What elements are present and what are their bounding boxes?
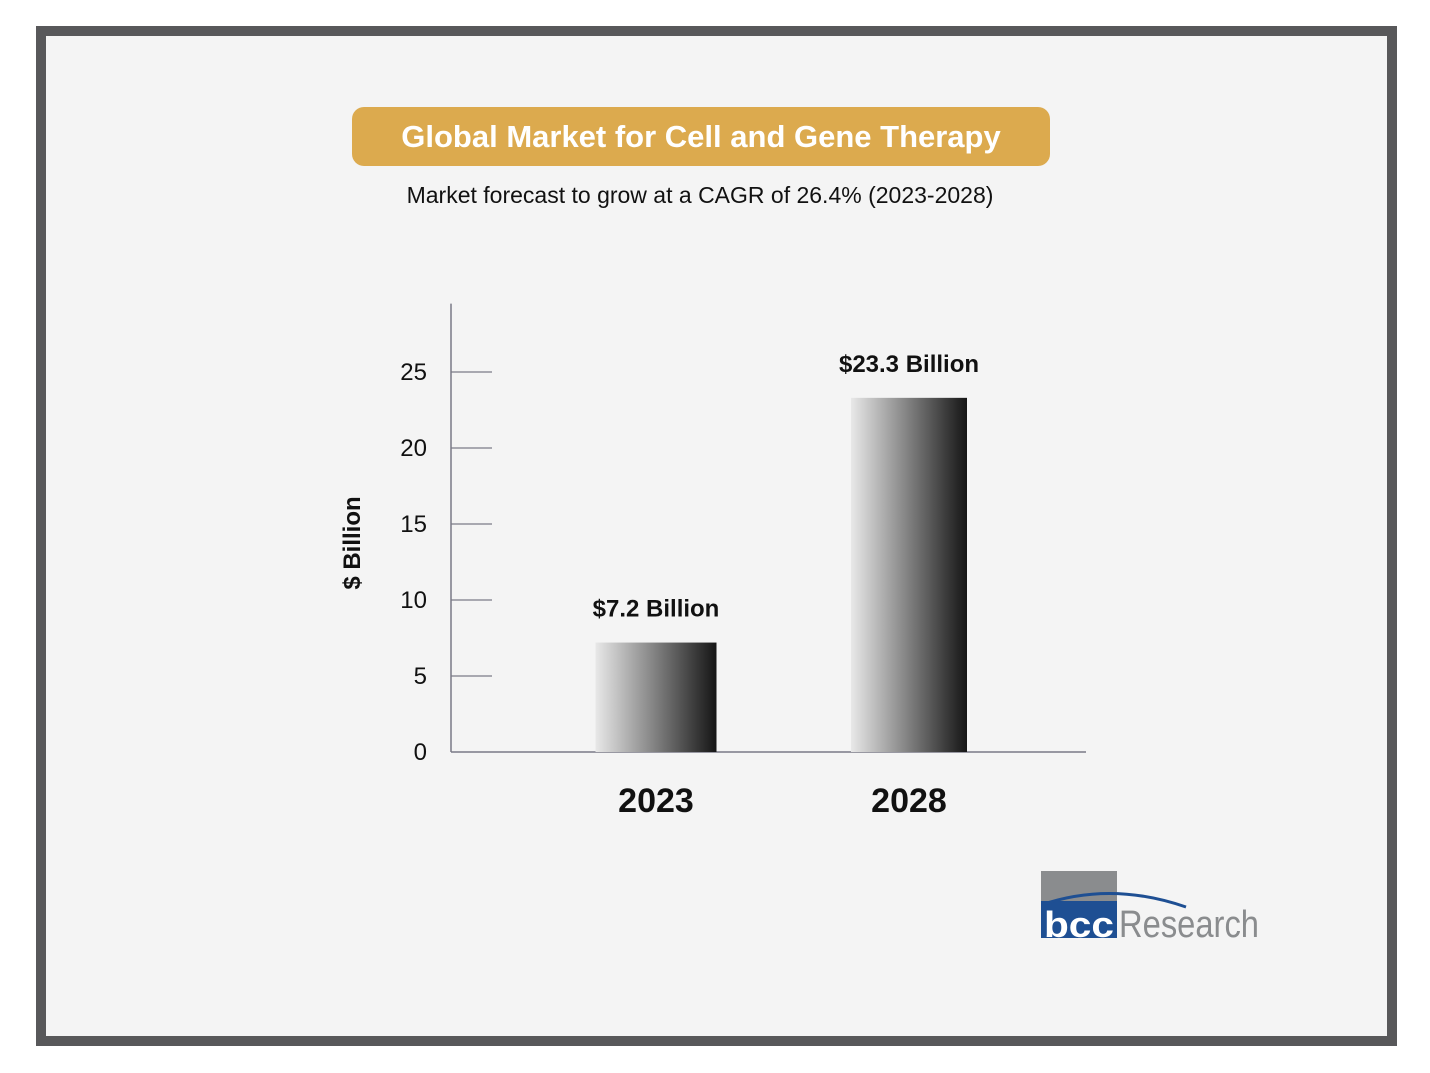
y-tick-label: 25 bbox=[400, 359, 427, 386]
chart-subtitle: Market forecast to grow at a CAGR of 26.… bbox=[406, 182, 994, 208]
chart-title: Global Market for Cell and Gene Therapy bbox=[352, 107, 1050, 166]
svg-text:Research: Research bbox=[1119, 904, 1259, 941]
bar-2023 bbox=[595, 642, 717, 752]
bar-2028 bbox=[851, 397, 967, 752]
data-label: $7.2 Billion bbox=[593, 596, 720, 623]
y-tick-label: 0 bbox=[414, 739, 427, 766]
data-label: $23.3 Billion bbox=[839, 351, 979, 378]
chart-frame bbox=[36, 26, 1397, 1046]
y-axis-label: $ Billion bbox=[339, 496, 366, 589]
x-tick-label: 2028 bbox=[871, 782, 947, 820]
x-tick-label: 2023 bbox=[618, 782, 694, 820]
svg-text:bcc: bcc bbox=[1044, 904, 1114, 941]
y-tick-label: 20 bbox=[400, 435, 427, 462]
y-tick-label: 10 bbox=[400, 587, 427, 614]
bcc-research-logo: bcc Research bbox=[1041, 871, 1271, 941]
y-tick-label: 5 bbox=[414, 663, 427, 690]
y-tick-label: 15 bbox=[400, 511, 427, 538]
